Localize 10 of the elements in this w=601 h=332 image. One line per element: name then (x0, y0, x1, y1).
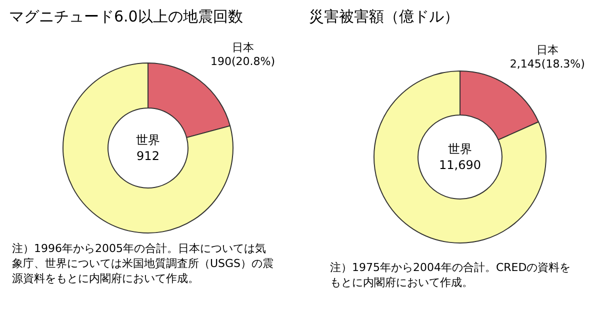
slice-label: 日本 (232, 40, 254, 54)
text: 世界 912 (136, 133, 160, 163)
text: 世界 11,690 (439, 142, 481, 172)
chart-title: 災害被害額（億ドル） (309, 8, 459, 26)
slice-label: 日本 (536, 43, 558, 56)
text: 注）1975年から2004年の合計。CREDの資料をもとに内閣府において作成。 (330, 261, 571, 289)
chart-title: マグニチュード6.0以上の地震回数 (9, 8, 243, 26)
data-label: 190(20.8%) (210, 54, 276, 68)
text: 注）1996年から2005年の合計。日本については気象庁、世界については米国地質調査所（USGS）の震源資料をもとに内閣府において作成。 (12, 242, 274, 285)
data-label: 2,145(18.3%) (510, 57, 585, 70)
